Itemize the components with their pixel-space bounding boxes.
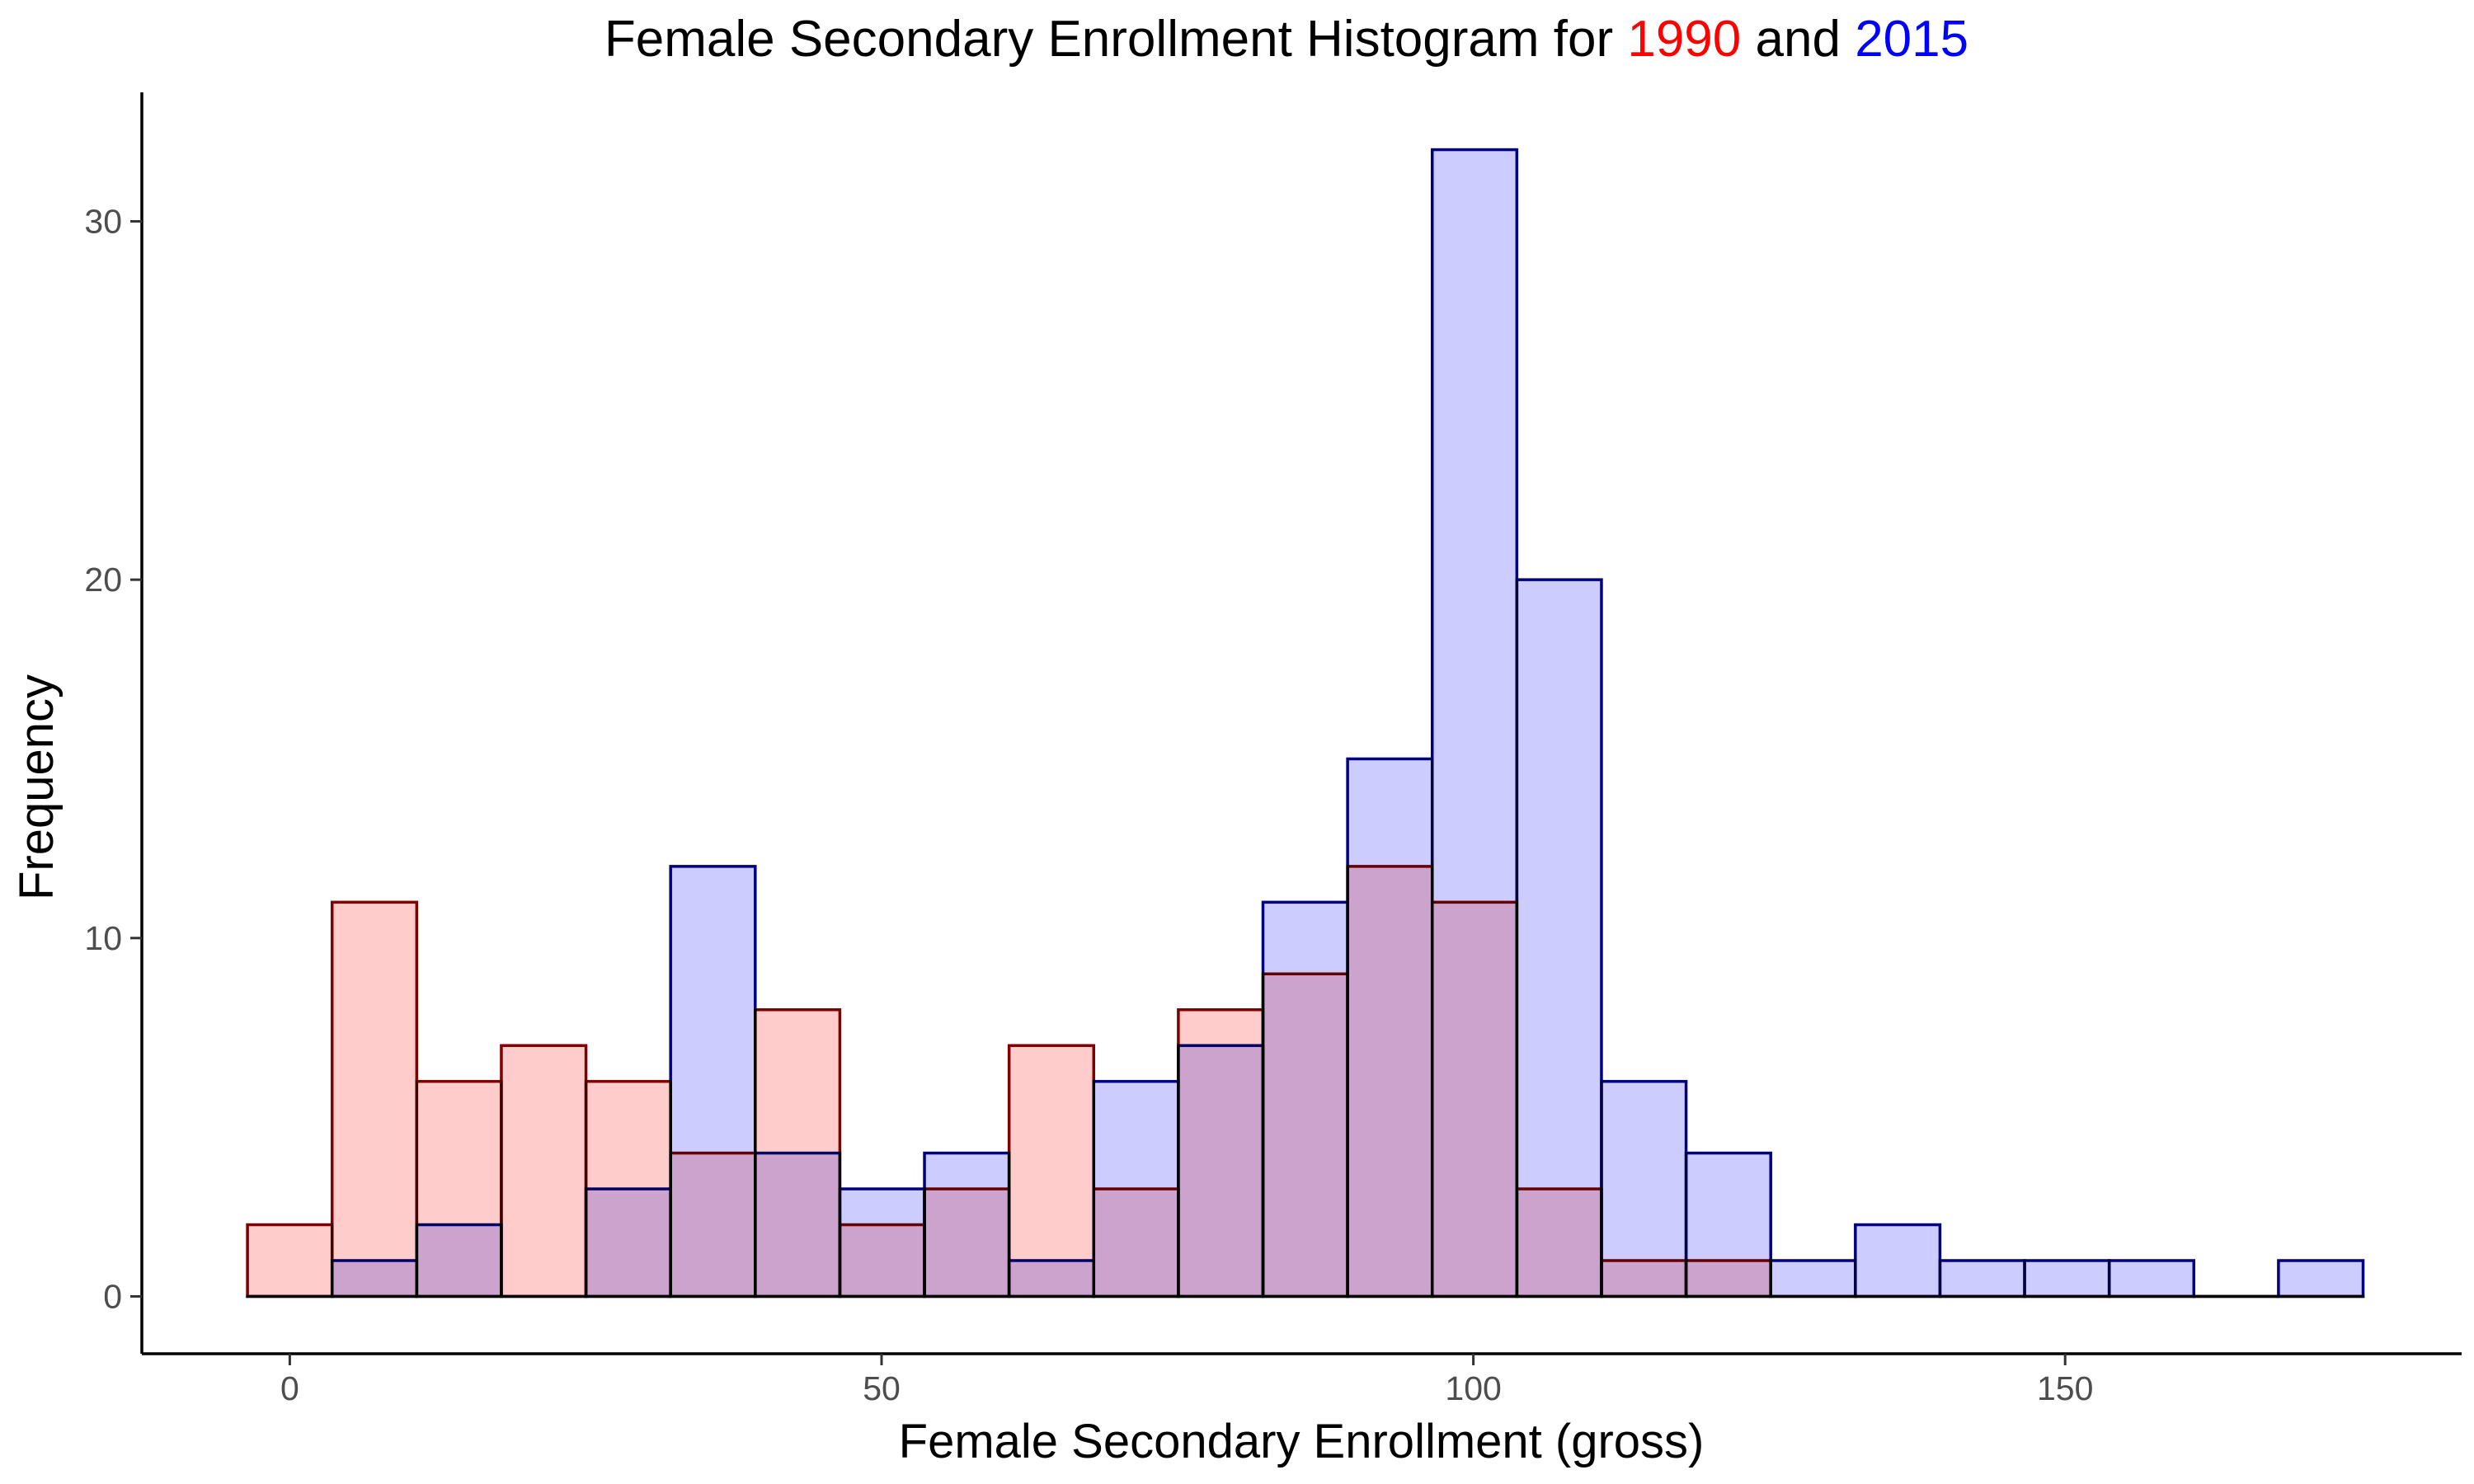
- bar-2015-bin-11: [1177, 1044, 1265, 1298]
- bar-2015-bin-1: [330, 1259, 419, 1298]
- y-axis-title: Frequency: [10, 674, 63, 900]
- bar-2015-bin-22: [2107, 1259, 2196, 1298]
- bar-2015-bin-9: [1007, 1259, 1096, 1298]
- ticks-layer: 0 50 100 150 0 10 20 30: [84, 202, 2093, 1407]
- bar-1990-bin-0: [246, 1223, 334, 1298]
- x-axis-title: Female Secondary Enrollment (gross): [899, 1415, 1705, 1468]
- bar-1990-bin-1: [330, 900, 419, 1298]
- title-series-1990: 1990: [1627, 11, 1741, 68]
- bar-2015-bin-10: [1092, 1079, 1180, 1298]
- y-tick-label: 10: [84, 919, 122, 957]
- bar-2015-bin-12: [1261, 900, 1349, 1298]
- x-tick-label: 50: [863, 1369, 901, 1407]
- y-tick-label: 0: [103, 1277, 122, 1315]
- bar-2015-bin-20: [1938, 1259, 2026, 1298]
- bar-2015-bin-15: [1515, 578, 1603, 1298]
- bar-2015-bin-7: [838, 1187, 926, 1298]
- bar-2015-bin-4: [584, 1187, 672, 1298]
- x-tick-label: 150: [2037, 1369, 2093, 1407]
- chart-title: Female Secondary Enrollment Histogram fo…: [604, 11, 1968, 68]
- bar-2015-bin-14: [1430, 148, 1519, 1298]
- bar-2015-bin-5: [669, 865, 757, 1298]
- title-prefix: Female Secondary Enrollment Histogram fo…: [604, 11, 1627, 68]
- title-connector: and: [1741, 11, 1855, 68]
- bar-2015-bin-16: [1600, 1079, 1688, 1298]
- bar-2015-bin-8: [923, 1151, 1011, 1298]
- bar-2015-bin-6: [754, 1151, 842, 1298]
- x-tick-label: 100: [1445, 1369, 1501, 1407]
- bar-2015-bin-17: [1684, 1151, 1772, 1298]
- bar-2015-bin-19: [1854, 1223, 1942, 1298]
- bar-2015-bin-18: [1769, 1259, 1857, 1298]
- bars-layer: [246, 148, 2365, 1298]
- y-tick-label: 30: [84, 202, 122, 240]
- bar-2015-bin-24: [2277, 1259, 2365, 1298]
- bar-2015-bin-2: [415, 1223, 503, 1298]
- y-tick-label: 20: [84, 561, 122, 599]
- bar-2015-bin-21: [2023, 1259, 2111, 1298]
- bar-1990-bin-3: [500, 1044, 588, 1298]
- title-series-2015: 2015: [1855, 11, 1968, 68]
- bar-2015-bin-13: [1346, 757, 1434, 1298]
- x-tick-label: 0: [280, 1369, 299, 1407]
- bar-1990-bin-9: [1007, 1044, 1096, 1298]
